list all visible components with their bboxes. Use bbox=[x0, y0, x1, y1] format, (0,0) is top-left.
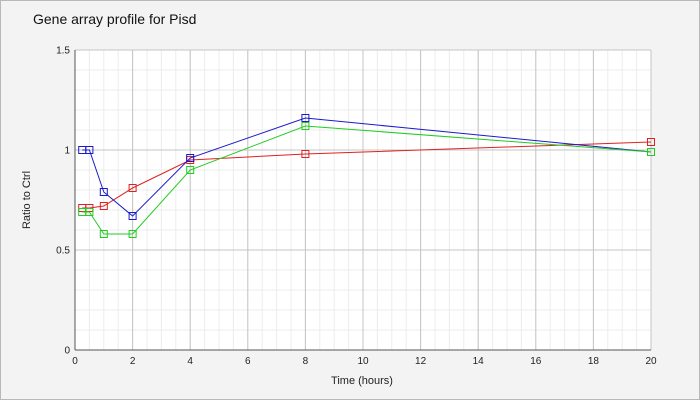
series-2-marker bbox=[301, 114, 310, 122]
x-axis-label: Time (hours) bbox=[331, 375, 393, 387]
chart-title: Gene array profile for Pisd bbox=[33, 11, 196, 27]
series-layer bbox=[78, 114, 655, 238]
series-1-marker bbox=[128, 184, 137, 192]
x-tick-label: 12 bbox=[415, 356, 427, 367]
series-2-line bbox=[82, 117, 652, 217]
x-tick-label: 8 bbox=[303, 356, 309, 367]
series-2-marker bbox=[85, 146, 94, 154]
series-1-marker bbox=[301, 150, 310, 158]
x-tick-label: 16 bbox=[530, 356, 542, 367]
x-tick-label: 2 bbox=[130, 356, 136, 367]
minor-gridlines bbox=[74, 49, 652, 351]
series-3-marker bbox=[186, 166, 195, 174]
y-tick-label: 0.5 bbox=[56, 246, 70, 257]
x-tick-label: 18 bbox=[588, 356, 600, 367]
series-3-line bbox=[82, 125, 652, 235]
series-3-marker bbox=[99, 230, 108, 238]
series-3-marker bbox=[647, 148, 655, 156]
series-3-marker bbox=[85, 208, 94, 216]
series-1-marker bbox=[99, 202, 108, 210]
y-tick-label: 1.5 bbox=[56, 46, 70, 57]
series-2-marker bbox=[99, 188, 108, 196]
series-3-marker bbox=[301, 122, 310, 130]
series-2-marker bbox=[186, 154, 195, 162]
x-tick-label: 4 bbox=[187, 356, 193, 367]
x-tick-label: 0 bbox=[72, 356, 78, 367]
y-tick-label: 1 bbox=[64, 146, 70, 157]
tick-labels: 0 2 4 6 8 10 12 14 16 18 20 0 0.5 1 1.5 bbox=[56, 46, 657, 368]
x-tick-label: 6 bbox=[245, 356, 251, 367]
series-1-marker bbox=[647, 138, 655, 146]
x-tick-label: 14 bbox=[473, 356, 485, 367]
series-2-marker bbox=[128, 212, 137, 220]
y-axis-label: Ratio to Ctrl bbox=[21, 171, 33, 229]
series-3-marker bbox=[128, 230, 137, 238]
x-tick-label: 20 bbox=[645, 356, 657, 367]
x-tick-label: 10 bbox=[357, 356, 369, 367]
axes bbox=[74, 50, 651, 351]
y-tick-label: 0 bbox=[64, 346, 70, 357]
